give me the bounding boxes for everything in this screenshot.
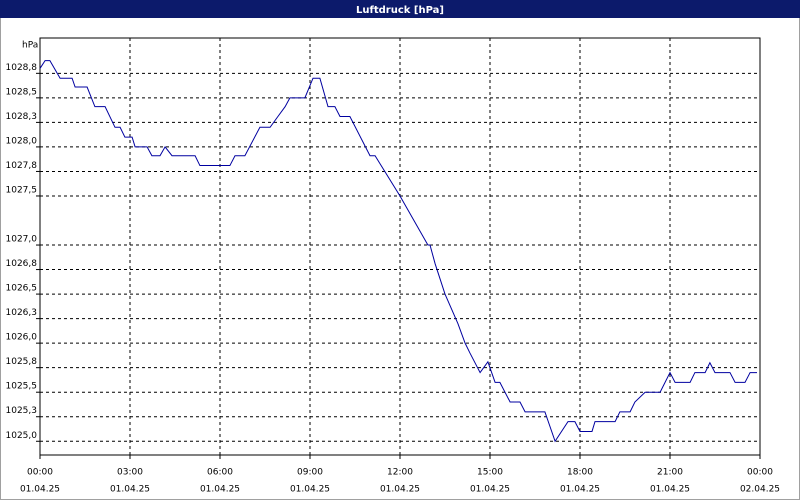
x-tick-date: 01.04.25: [200, 485, 240, 495]
x-tick-label: 00:00: [27, 468, 53, 478]
x-tick-date: 01.04.25: [470, 485, 510, 495]
y-tick-label: 1025,5: [6, 382, 38, 392]
y-tick-label: 1027,8: [6, 161, 38, 171]
y-tick-label: 1026,5: [6, 284, 38, 294]
x-tick-label: 15:00: [477, 468, 503, 478]
x-tick-date: 01.04.25: [380, 485, 420, 495]
chart-title: Luftdruck [hPa]: [356, 5, 444, 16]
title-bar: [0, 0, 800, 18]
y-tick-label: 1025,0: [6, 431, 38, 441]
x-tick-label: 03:00: [117, 468, 143, 478]
y-tick-label: 1028,8: [6, 63, 38, 73]
y-axis-label: hPa: [22, 41, 38, 51]
y-tick-label: 1026,0: [6, 333, 38, 343]
x-tick-date: 01.04.25: [560, 485, 600, 495]
y-tick-label: 1027,0: [6, 235, 38, 245]
x-tick-label: 18:00: [567, 468, 593, 478]
y-tick-label: 1028,3: [6, 112, 38, 122]
y-tick-label: 1027,5: [6, 185, 38, 195]
x-tick-date: 02.04.25: [740, 485, 780, 495]
x-tick-date: 01.04.25: [20, 485, 60, 495]
y-tick-label: 1026,8: [6, 259, 38, 269]
plot-area: [39, 37, 761, 456]
x-tick-label: 00:00: [747, 468, 773, 478]
y-tick-label: 1028,5: [6, 87, 38, 97]
y-tick-label: 1025,8: [6, 357, 38, 367]
line-series: [39, 60, 757, 443]
x-tick-date: 01.04.25: [110, 485, 150, 495]
x-tick-date: 01.04.25: [650, 485, 690, 495]
y-tick-label: 1026,3: [6, 308, 38, 318]
x-tick-label: 12:00: [387, 468, 413, 478]
x-tick-label: 21:00: [657, 468, 683, 478]
x-tick-label: 09:00: [297, 468, 323, 478]
y-tick-label: 1025,3: [6, 406, 38, 416]
x-tick-date: 01.04.25: [290, 485, 330, 495]
y-tick-label: 1028,0: [6, 136, 38, 146]
x-tick-label: 06:00: [207, 468, 233, 478]
